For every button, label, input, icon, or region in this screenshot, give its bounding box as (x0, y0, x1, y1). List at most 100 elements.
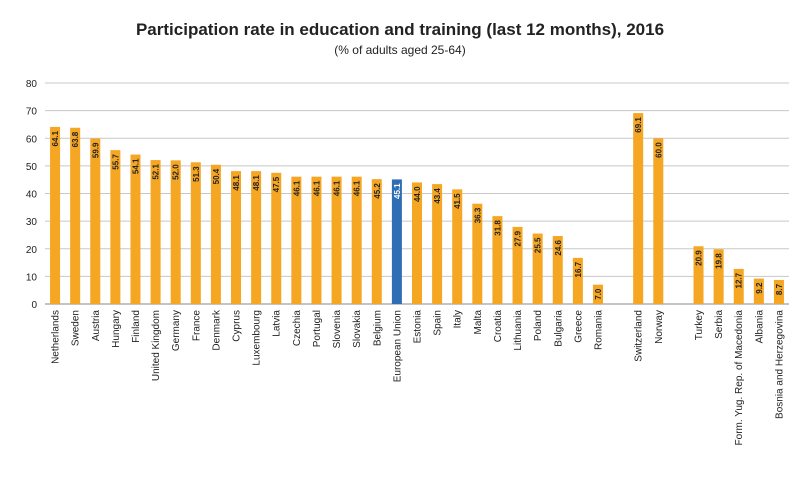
x-tick-label: Luxembourg (252, 310, 263, 366)
bar (432, 184, 443, 304)
value-label: 24.6 (554, 239, 563, 255)
x-tick-label: Bosnia and Herzegovina (774, 310, 785, 419)
y-tick-label: 0 (31, 300, 37, 311)
x-tick-label: Croatia (493, 310, 504, 343)
value-label: 7.0 (594, 288, 603, 300)
value-label: 50.4 (212, 168, 221, 184)
y-tick-label: 60 (26, 134, 38, 145)
bar (150, 160, 161, 304)
x-tick-label: Estonia (413, 310, 424, 344)
bar (210, 164, 221, 304)
bar (231, 171, 242, 304)
value-label: 27.9 (514, 230, 523, 246)
x-tick-label: Serbia (714, 310, 725, 339)
bar (653, 138, 664, 304)
x-tick-label: Lithuania (513, 310, 524, 351)
bar (552, 236, 563, 304)
x-tick-label: Denmark (211, 309, 222, 351)
x-tick-label: Turkey (694, 310, 705, 340)
value-label: 41.5 (453, 193, 462, 209)
x-tick-label: Poland (533, 310, 544, 341)
bar (733, 268, 744, 304)
value-label: 55.7 (111, 154, 120, 170)
bar (50, 126, 61, 304)
x-tick-label: France (191, 310, 202, 342)
bar (331, 176, 342, 304)
x-tick-label: Norway (654, 310, 665, 344)
value-label: 25.5 (534, 237, 543, 253)
y-tick-label: 10 (26, 272, 38, 283)
value-label: 52.0 (172, 164, 181, 180)
bar (532, 233, 543, 304)
x-tick-label: Slovenia (332, 310, 343, 349)
bar (311, 176, 322, 304)
bar (371, 179, 382, 304)
value-label: 45.2 (373, 183, 382, 199)
y-tick-label: 40 (26, 190, 38, 201)
bar (90, 138, 101, 304)
y-tick-label: 80 (26, 79, 38, 90)
x-tick-label: Sweden (71, 310, 82, 346)
bar (512, 226, 523, 304)
bar (291, 176, 302, 304)
bar (351, 176, 362, 304)
bar (492, 216, 503, 304)
value-label: 46.1 (333, 180, 342, 196)
value-label: 46.1 (353, 180, 362, 196)
x-tick-label: Malta (473, 310, 484, 335)
y-tick-label: 20 (26, 245, 38, 256)
bar (110, 150, 121, 304)
bar (592, 284, 603, 304)
value-label: 46.1 (292, 180, 301, 196)
bar (713, 249, 724, 304)
bar (70, 127, 81, 304)
value-label: 69.1 (634, 117, 643, 133)
bar (170, 160, 181, 304)
bar (452, 189, 463, 304)
bar (130, 154, 141, 304)
value-label: 36.3 (473, 207, 482, 223)
x-tick-label: Albania (754, 310, 765, 344)
value-label: 60.0 (654, 142, 663, 158)
value-label: 19.8 (715, 253, 724, 269)
bar (412, 182, 422, 304)
bar (753, 278, 764, 304)
bar (251, 171, 262, 304)
bar (190, 162, 201, 304)
value-label: 31.8 (493, 220, 502, 236)
bar (633, 113, 644, 304)
bar (271, 172, 282, 304)
x-tick-label: United Kingdom (151, 310, 162, 381)
y-tick-label: 50 (26, 162, 38, 173)
value-label: 12.7 (735, 272, 744, 288)
x-tick-label: Hungary (111, 310, 122, 348)
bar (572, 257, 583, 304)
bar (773, 279, 784, 304)
value-label: 59.9 (91, 142, 100, 158)
x-tick-label: Switzerland (634, 310, 645, 362)
x-tick-label: Latvia (272, 310, 283, 337)
x-tick-label: Austria (91, 310, 102, 342)
x-tick-label: Cyprus (232, 310, 243, 342)
x-tick-label: European Union (392, 310, 403, 382)
value-label: 48.1 (232, 175, 241, 191)
value-label: 44.0 (413, 186, 422, 202)
x-tick-label: Italy (453, 310, 464, 328)
value-label: 43.4 (433, 188, 442, 204)
value-label: 46.1 (312, 180, 321, 196)
x-tick-label: Spain (433, 310, 444, 336)
bar (693, 246, 704, 304)
value-label: 47.5 (272, 176, 281, 192)
x-tick-label: Form. Yug. Rep. of Macedonia (734, 310, 745, 446)
x-tick-label: Slovakia (352, 310, 363, 348)
bar (391, 179, 402, 304)
value-label: 20.9 (695, 250, 704, 266)
value-label: 51.3 (192, 166, 201, 182)
value-label: 54.1 (131, 158, 140, 174)
x-tick-label: Portugal (312, 310, 323, 347)
x-tick-label: Czechia (292, 310, 303, 347)
chart-subtitle: (% of adults aged 25-64) (334, 43, 465, 57)
x-tick-label: Netherlands (51, 310, 62, 364)
x-tick-label: Greece (573, 310, 584, 343)
